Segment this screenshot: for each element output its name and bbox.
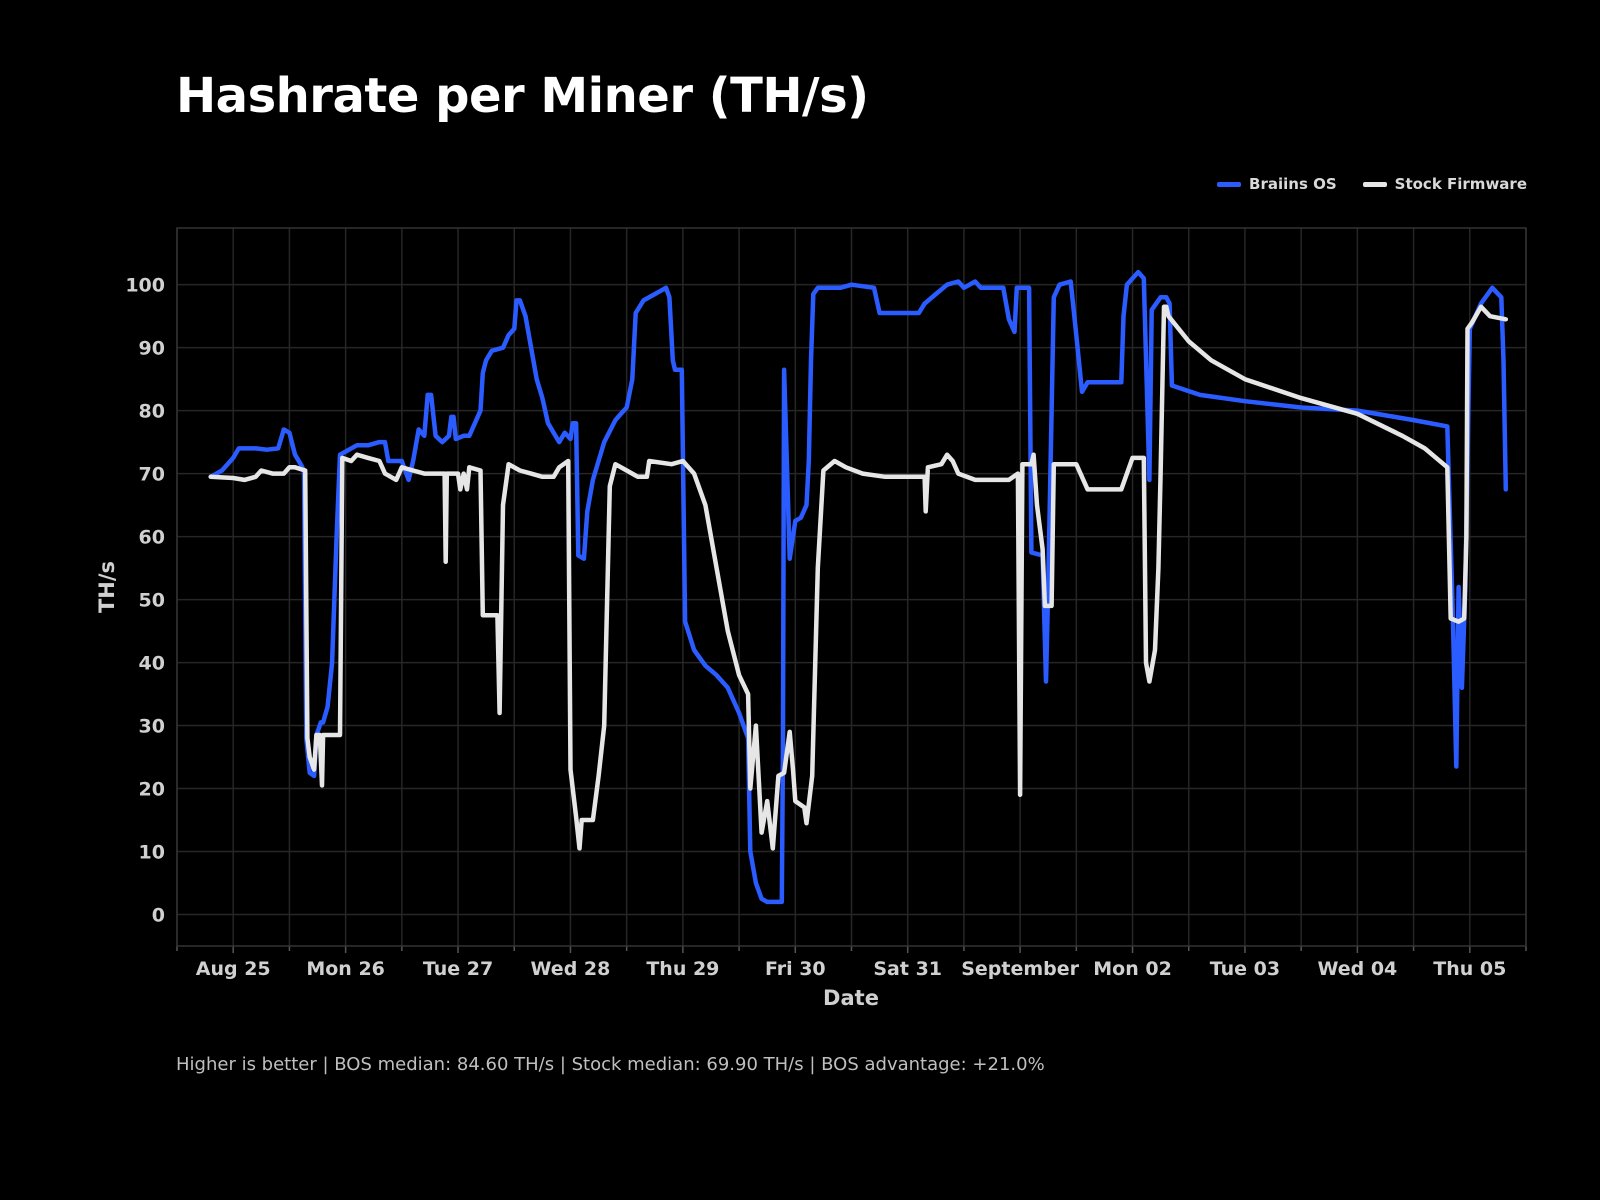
legend-label-stock: Stock Firmware: [1394, 175, 1527, 193]
series-line-braiins-os: [208, 269, 1509, 905]
series-lines: [208, 269, 1509, 905]
x-tick-label: Mon 26: [306, 958, 385, 980]
y-tick-label: 30: [139, 716, 165, 738]
x-tick-label: Thu 29: [646, 958, 719, 980]
x-tick-label: Tue 27: [423, 958, 493, 980]
y-tick-label: 40: [139, 653, 165, 675]
series-line-stock-firmware: [208, 304, 1509, 851]
legend-swatch-braiins: [1217, 181, 1242, 187]
y-tick-label: 20: [139, 779, 165, 801]
y-axis-label: TH/s: [95, 561, 119, 613]
chart-title: Hashrate per Miner (TH/s): [176, 68, 869, 124]
legend-item-stock[interactable]: Stock Firmware: [1362, 175, 1527, 193]
legend-item-braiins[interactable]: Braiins OS: [1217, 175, 1337, 193]
plot-frame: [176, 227, 1527, 947]
legend-swatch-stock: [1362, 181, 1387, 187]
x-tick-label: Mon 02: [1093, 958, 1172, 980]
x-tick-label: Wed 04: [1317, 958, 1397, 980]
y-axis-ticks: 0 10 20 30 40 50 60 70 80 90 100: [125, 275, 165, 927]
y-tick-label: 90: [139, 338, 165, 360]
y-tick-label: 60: [139, 527, 165, 549]
footnote: Higher is better | BOS median: 84.60 TH/…: [176, 1054, 1045, 1075]
x-tick-label: Wed 28: [531, 958, 611, 980]
y-tick-label: 10: [139, 842, 165, 864]
y-tick-label: 70: [139, 464, 165, 486]
y-tick-label: 50: [139, 590, 165, 612]
legend: Braiins OS Stock Firmware: [1217, 175, 1527, 193]
y-tick-label: 0: [152, 905, 165, 927]
x-tick-label: Thu 05: [1433, 958, 1506, 980]
x-tick-label: September: [961, 958, 1079, 980]
legend-label-braiins: Braiins OS: [1249, 175, 1337, 193]
x-axis-label: Date: [823, 986, 879, 1010]
x-tick-label: Sat 31: [873, 958, 942, 980]
x-tick-label: Tue 03: [1210, 958, 1280, 980]
x-tick-label: Fri 30: [765, 958, 826, 980]
x-tick-label: Aug 25: [196, 958, 271, 980]
y-tick-label: 80: [139, 401, 165, 423]
x-axis-ticks: Aug 25 Mon 26 Tue 27 Wed 28 Thu 29 Fri 30 Sat …: [196, 958, 1507, 980]
grid-lines: [176, 228, 1527, 953]
y-tick-label: 100: [125, 275, 165, 297]
